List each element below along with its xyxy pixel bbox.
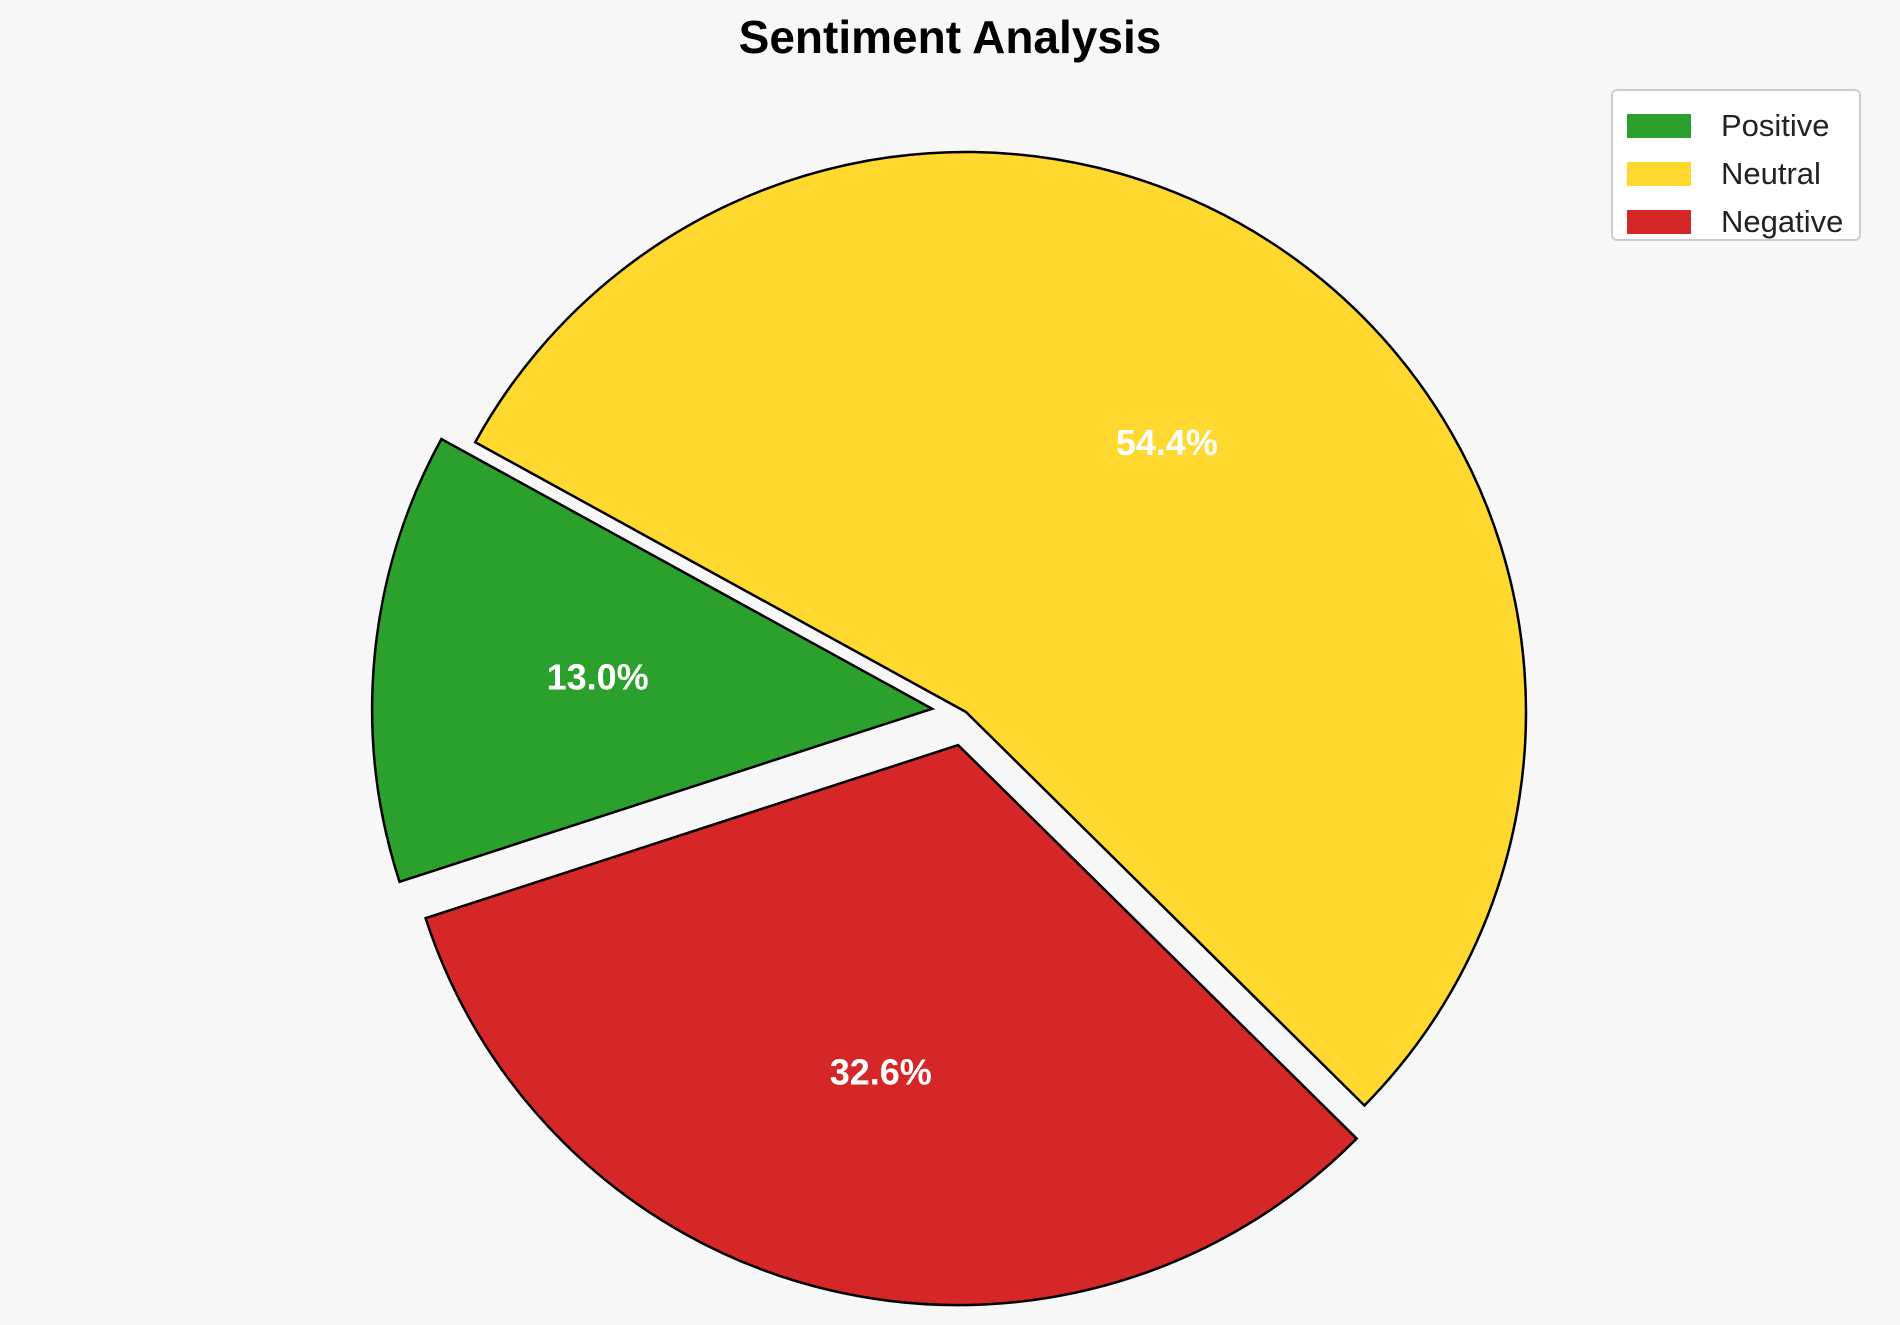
pie-slice-neutral <box>473 150 1528 1108</box>
legend: Positive Neutral Negative <box>1611 89 1861 241</box>
legend-label-neutral: Neutral <box>1721 156 1821 191</box>
legend-swatch-positive <box>1627 114 1691 138</box>
labels-layer: 13.0% 54.4% 32.6% <box>547 422 1218 1092</box>
pie-label-neutral: 54.4% <box>1116 422 1218 463</box>
legend-swatch-negative <box>1627 210 1691 234</box>
pie-label-positive: 13.0% <box>547 657 649 698</box>
legend-item-negative: Negative <box>1627 198 1859 246</box>
legend-item-positive: Positive <box>1627 102 1859 150</box>
pie-label-negative: 32.6% <box>830 1052 932 1093</box>
chart-title: Sentiment Analysis <box>738 11 1162 63</box>
legend-swatch-neutral <box>1627 162 1691 186</box>
slices-layer <box>370 150 1528 1307</box>
pie-slice-positive <box>370 437 936 884</box>
legend-label-positive: Positive <box>1721 108 1830 143</box>
legend-item-neutral: Neutral <box>1627 150 1859 198</box>
legend-label-negative: Negative <box>1721 204 1844 239</box>
pie-slice-negative <box>423 743 1359 1307</box>
